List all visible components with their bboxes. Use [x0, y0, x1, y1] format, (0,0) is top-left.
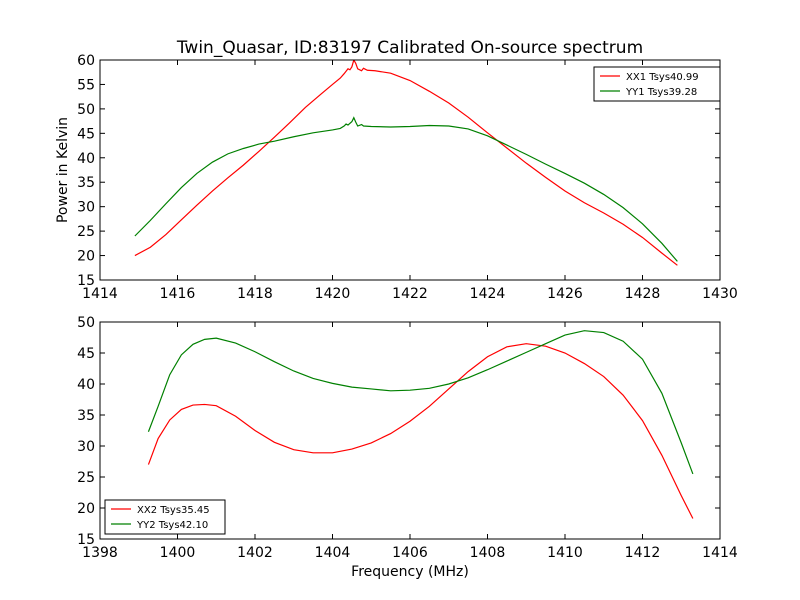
series-line-red-1-0 — [147, 343, 694, 519]
y-tick-label: 50 — [77, 315, 95, 331]
x-tick-label: 1410 — [547, 545, 583, 561]
y-tick-label: 20 — [77, 249, 95, 265]
y-axis-label: Power in Kelvin — [55, 117, 71, 223]
x-tick-label: 1424 — [470, 286, 506, 302]
y-tick-label: 45 — [77, 126, 95, 142]
legend-entry-label: YY1 Tsys39.28 — [625, 87, 697, 98]
legend: XX2 Tsys35.45 YY2 Tsys42.10 — [104, 499, 226, 535]
y-tick-label: 15 — [77, 532, 95, 548]
series-line-green-0-1 — [134, 116, 678, 262]
x-tick-label: 1430 — [702, 286, 738, 302]
figure-title: Twin_Quasar, ID:83197 Calibrated On-sour… — [176, 38, 643, 58]
y-tick-label: 40 — [77, 377, 95, 393]
x-axis-label: Frequency (MHz) — [351, 564, 469, 580]
y-tick-label: 35 — [77, 408, 95, 424]
y-tick-label: 25 — [77, 470, 95, 486]
legend-entry-label: XX1 Tsys40.99 — [626, 72, 699, 83]
x-tick-label: 1416 — [160, 286, 196, 302]
y-tick-label: 35 — [77, 175, 95, 191]
y-tick-label: 30 — [77, 439, 95, 455]
y-tick-label: 55 — [77, 77, 95, 93]
x-tick-label: 1412 — [625, 545, 661, 561]
x-tick-label: 1400 — [160, 545, 196, 561]
x-tick-label: 1418 — [237, 286, 273, 302]
x-tick-label: 1414 — [702, 545, 738, 561]
legend-entry-label: XX2 Tsys35.45 — [137, 505, 210, 516]
legend-entry-label: YY2 Tsys42.10 — [136, 520, 208, 531]
y-tick-label: 50 — [77, 102, 95, 118]
x-tick-label: 1420 — [315, 286, 351, 302]
y-tick-label: 40 — [77, 151, 95, 167]
series-line-green-1-1 — [147, 330, 694, 475]
top-spectrum-panel: 1414 1416 1418 1420 1422 1424 1426 1428 1430 15 20… — [77, 53, 738, 302]
y-tick-label: 45 — [77, 346, 95, 362]
y-tick-label: 30 — [77, 200, 95, 216]
x-tick-label: 1402 — [237, 545, 273, 561]
x-tick-label: 1422 — [392, 286, 428, 302]
legend-box — [593, 66, 721, 102]
y-tick-label: 60 — [77, 53, 95, 69]
y-tick-label: 20 — [77, 501, 95, 517]
y-tick-label: 25 — [77, 224, 95, 240]
x-tick-label: 1428 — [625, 286, 661, 302]
x-tick-label: 1398 — [82, 545, 118, 561]
bottom-spectrum-panel: 1398 1400 1402 1404 1406 1408 1410 1412 1414 15 20… — [77, 315, 738, 561]
x-tick-label: 1426 — [547, 286, 583, 302]
x-tick-label: 1414 — [82, 286, 118, 302]
x-tick-label: 1404 — [315, 545, 351, 561]
x-tick-label: 1408 — [470, 545, 506, 561]
legend-box — [104, 499, 226, 535]
y-tick-label: 15 — [77, 273, 95, 289]
legend: XX1 Tsys40.99 YY1 Tsys39.28 — [593, 66, 721, 102]
x-tick-label: 1406 — [392, 545, 428, 561]
series-line-red-0-0 — [134, 60, 678, 266]
